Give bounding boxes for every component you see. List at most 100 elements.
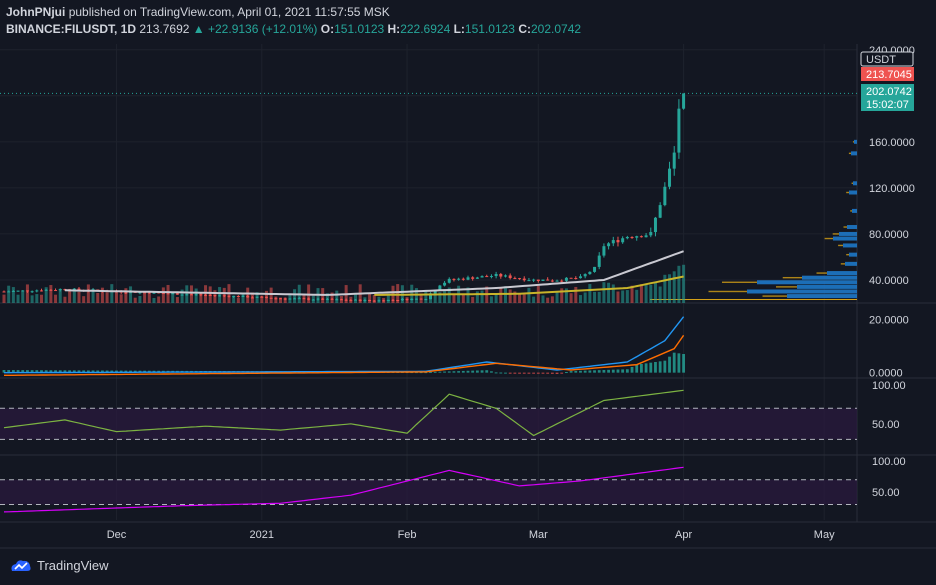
volume-bar <box>213 290 217 303</box>
candle-body <box>513 278 517 280</box>
volume-profile-accent <box>708 290 747 293</box>
volume-bar <box>311 295 315 303</box>
volume-bar <box>236 297 240 303</box>
candle-body <box>433 290 437 294</box>
macd-histogram-bar <box>560 372 564 374</box>
macd-histogram-bar <box>44 370 48 373</box>
volume-bar <box>166 284 170 303</box>
symbol-name[interactable]: BINANCE:FILUSDT, 1D <box>6 22 137 36</box>
macd-histogram-bar <box>527 372 531 374</box>
candle-body <box>77 288 81 290</box>
macd-tick-label: 20.0000 <box>869 314 909 326</box>
macd-histogram-bar <box>597 370 601 373</box>
tradingview-brand[interactable]: TradingView <box>10 558 109 573</box>
volume-bar <box>443 290 447 303</box>
price-tick-label: 160.0000 <box>869 137 915 149</box>
last-price: 213.7692 <box>139 22 190 36</box>
price-tick-label: 80.0000 <box>869 229 909 241</box>
volume-bar <box>180 289 184 303</box>
volume-profile-bar <box>847 225 857 230</box>
volume-profile-bar <box>787 294 857 299</box>
volume-profile-bar <box>839 231 857 236</box>
volume-bar <box>593 291 597 303</box>
candle-body <box>546 279 550 281</box>
macd-histogram-bar <box>21 370 25 373</box>
published-text: published on TradingView.com, April 01, … <box>68 5 390 19</box>
volume-bar <box>283 297 287 303</box>
volume-bar <box>368 293 372 303</box>
close-label: C: <box>518 22 531 36</box>
volume-bar <box>72 291 76 303</box>
candle-body <box>443 282 447 286</box>
candle-body <box>471 277 475 279</box>
volume-bar <box>536 285 540 303</box>
volume-profile-accent <box>776 286 797 288</box>
volume-bar <box>175 297 179 303</box>
candle-body <box>461 278 465 280</box>
volume-bar <box>339 296 343 303</box>
open-label: O: <box>320 22 335 36</box>
rsi2-line <box>3 466 684 513</box>
candle-body <box>2 291 6 293</box>
volume-bar <box>152 297 156 303</box>
volume-bar <box>433 293 437 303</box>
rsi-tick-label: 100.00 <box>872 380 906 392</box>
volume-bar <box>143 291 147 303</box>
x-tick-label: Dec <box>107 529 127 541</box>
volume-bar <box>110 284 114 303</box>
macd-histogram-bar <box>26 370 29 373</box>
candle-body <box>682 93 686 109</box>
candle-body <box>677 108 681 153</box>
volume-bar <box>260 295 264 303</box>
volume-profile-accent <box>852 141 854 143</box>
volume-bar <box>100 287 104 303</box>
high-label: H: <box>387 22 401 36</box>
rsi2-tick-label: 50.00 <box>872 487 900 499</box>
volume-bar <box>204 285 208 303</box>
volume-bar <box>541 295 545 303</box>
volume-bar <box>616 291 620 303</box>
macd-histogram-bar <box>672 352 676 373</box>
macd-histogram-bar <box>443 371 446 373</box>
volume-bar <box>607 282 611 303</box>
volume-bar <box>21 291 25 303</box>
volume-bar <box>611 284 615 303</box>
high-price-badge-label: 213.7045 <box>866 69 912 81</box>
macd-histogram-bar <box>499 372 503 374</box>
brand-name: TradingView <box>37 558 109 573</box>
candle-body <box>21 290 25 292</box>
candle-body <box>578 276 582 279</box>
volume-profile-bar <box>833 236 857 241</box>
volume-profile-accent <box>846 191 849 194</box>
volume-bar <box>363 297 367 303</box>
volume-profile-bar <box>747 289 857 294</box>
macd-histogram-bar <box>677 353 681 373</box>
macd-histogram-bar <box>72 370 76 373</box>
macd-histogram-bar <box>536 372 540 374</box>
macd-histogram-bar <box>518 372 521 374</box>
volume-bar <box>82 296 86 303</box>
volume-bar <box>527 287 531 303</box>
volume-bar <box>138 295 142 303</box>
macd-histogram-bar <box>63 370 67 373</box>
volume-bar <box>35 294 39 303</box>
volume-bar <box>119 294 123 303</box>
candle-body <box>574 278 578 280</box>
volume-bar <box>560 288 564 303</box>
macd-histogram-bar <box>611 369 615 373</box>
volume-bar <box>7 285 11 303</box>
volume-bar <box>438 292 442 303</box>
low-value: 151.0123 <box>464 22 515 36</box>
candle-body <box>522 278 526 281</box>
candle-body <box>555 280 559 282</box>
macd-histogram-bar <box>101 370 104 373</box>
macd-histogram-bar <box>579 370 582 373</box>
macd-histogram-bar <box>522 372 526 374</box>
x-tick-label: Apr <box>675 529 692 541</box>
volume-profile-accent <box>824 237 833 240</box>
volume-profile-accent <box>782 276 802 279</box>
macd-histogram-bar <box>682 354 685 373</box>
volume-bar <box>466 287 470 303</box>
tradingview-logo-icon <box>11 559 31 571</box>
